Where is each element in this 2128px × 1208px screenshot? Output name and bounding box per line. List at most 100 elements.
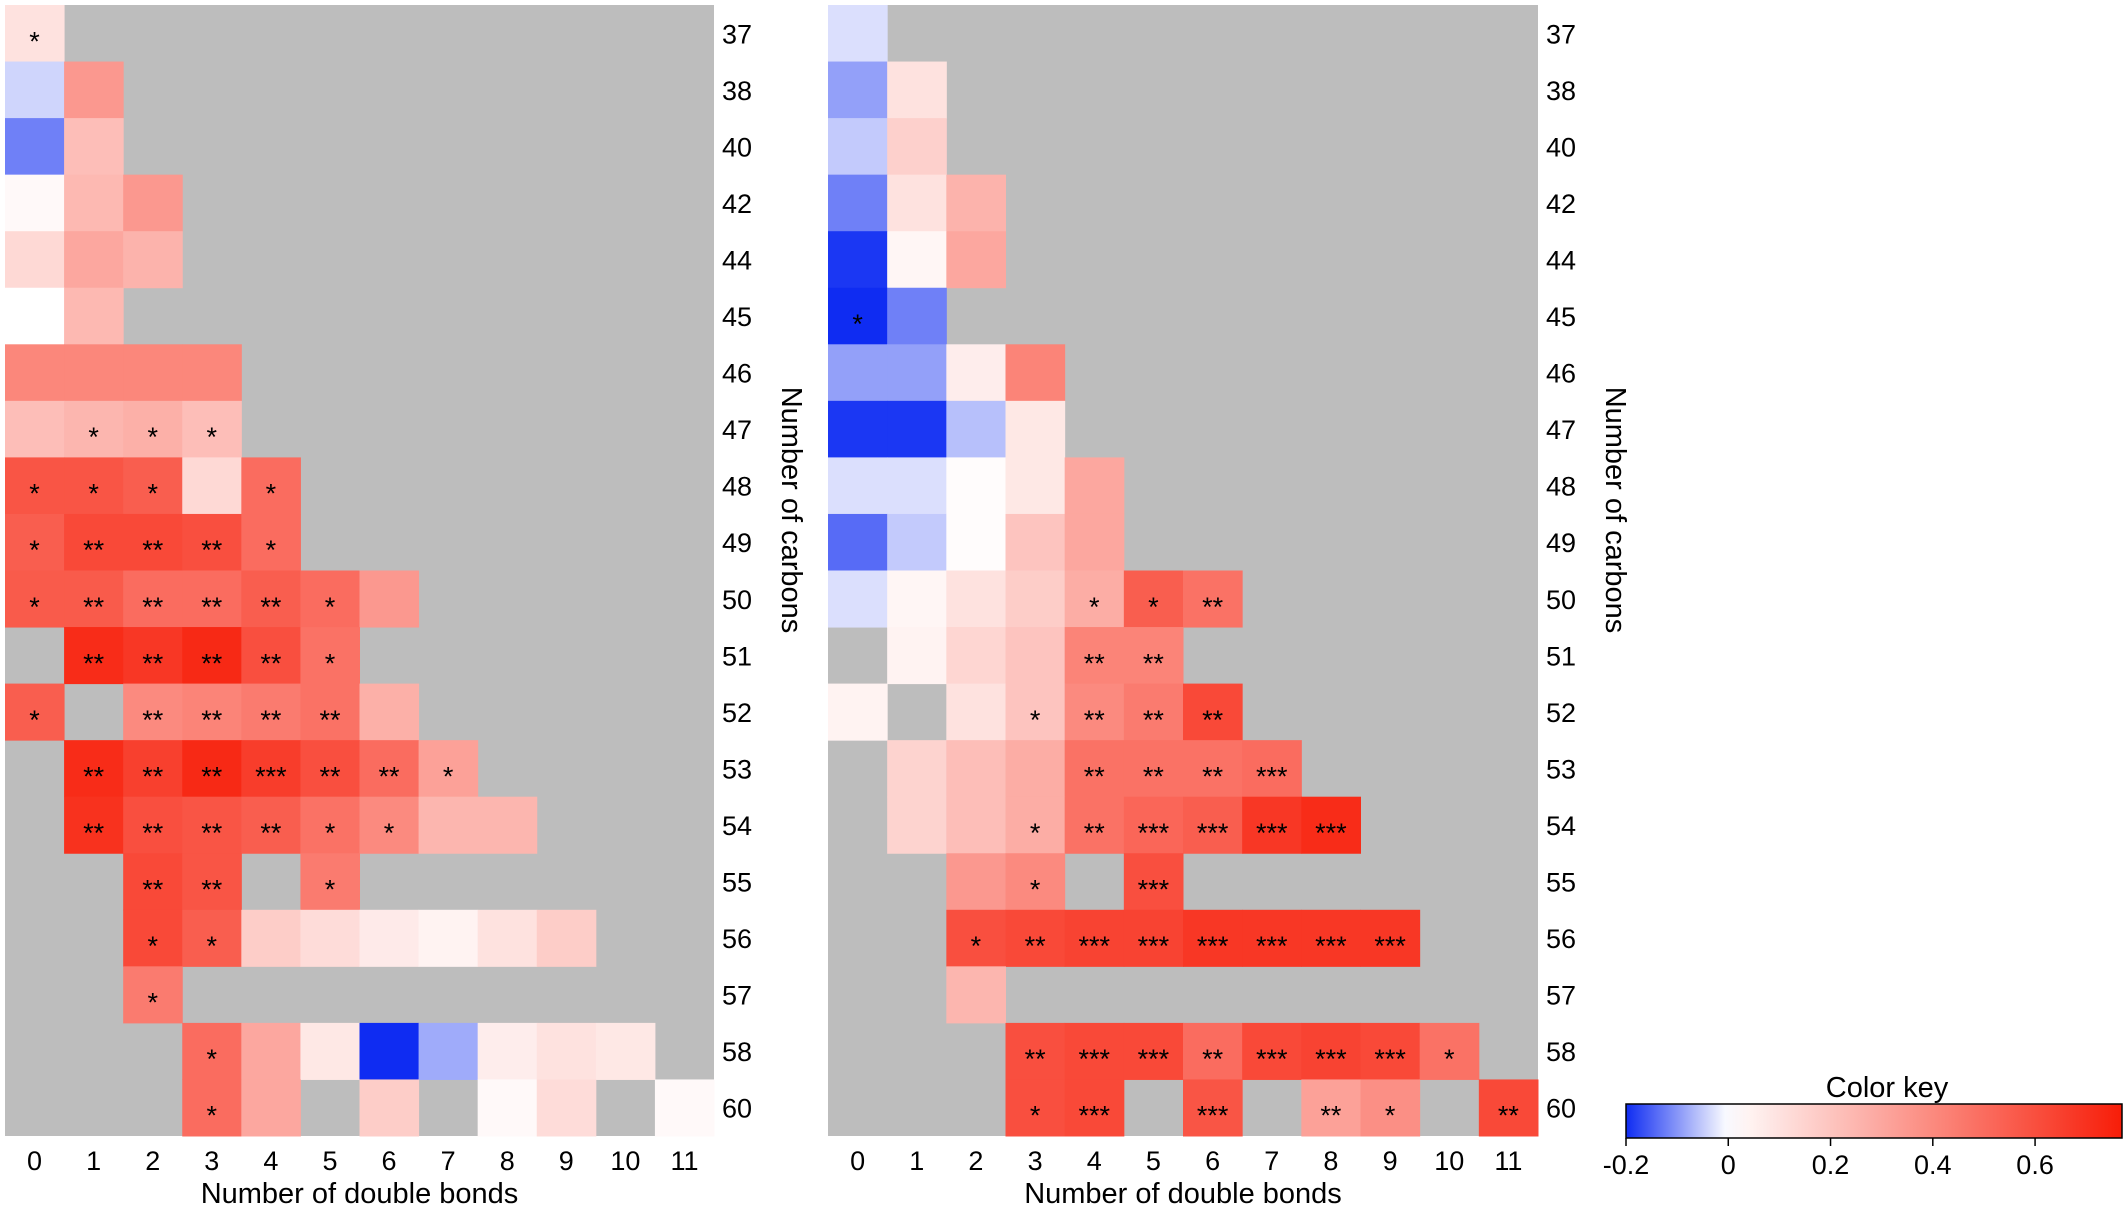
significance-label: ** [1143, 648, 1165, 678]
heatmap-cell [828, 5, 888, 63]
heatmap-cell [300, 909, 360, 967]
x-tick-label: 5 [322, 1146, 337, 1176]
significance-label: * [207, 1044, 218, 1074]
heatmap-cell [536, 909, 597, 967]
y-tick-label: 45 [722, 302, 752, 332]
heatmap-cell [1183, 1022, 1243, 1080]
heatmap-cell [1183, 570, 1243, 628]
heatmap-cell [887, 513, 947, 571]
significance-label: * [1030, 705, 1041, 735]
heatmap-cell [1360, 1079, 1421, 1137]
heatmap-cell [64, 400, 124, 458]
heatmap-cell [64, 740, 124, 798]
color-key-tick-label: -0.2 [1603, 1150, 1650, 1180]
x-tick-label: 9 [559, 1146, 574, 1176]
heatmap-cell [1123, 1022, 1184, 1080]
heatmap-cell [64, 796, 124, 854]
significance-label: ** [142, 535, 164, 565]
significance-label: ** [1202, 1044, 1224, 1074]
significance-label: * [207, 1101, 218, 1131]
significance-label: *** [1078, 1044, 1110, 1074]
y-tick-label: 44 [1546, 245, 1576, 275]
heatmap-cell [1301, 796, 1361, 854]
significance-label: *** [1138, 875, 1170, 905]
color-key-tick-label: 0.2 [1812, 1150, 1850, 1180]
heatmap-cell [1064, 570, 1125, 628]
heatmap-cell [536, 1079, 597, 1137]
y-tick-label: 60 [722, 1094, 752, 1124]
y-tick-label: 48 [722, 472, 752, 502]
heatmap-cell [5, 513, 65, 571]
significance-label: ** [201, 535, 223, 565]
y-tick-label: 51 [1546, 641, 1576, 671]
significance-label: ** [1202, 592, 1224, 622]
y-tick-label: 57 [722, 981, 752, 1011]
heatmap-cell [182, 909, 242, 967]
heatmap-cell [300, 627, 360, 685]
heatmap-cell [241, 1079, 301, 1137]
y-tick-label: 47 [722, 415, 752, 445]
x-tick-label: 7 [441, 1146, 456, 1176]
heatmap-cell [359, 683, 420, 741]
x-tick-label: 3 [1028, 1146, 1043, 1176]
heatmap-cell [1005, 796, 1066, 854]
heatmap-cell [1005, 1022, 1066, 1080]
heatmap-cell [1005, 740, 1066, 798]
heatmap-cell [828, 457, 888, 515]
heatmap-cell [887, 627, 947, 685]
heatmap-cell [300, 740, 360, 798]
heatmap-cell [1242, 909, 1302, 967]
significance-label: ** [260, 818, 282, 848]
y-tick-label: 46 [1546, 359, 1576, 389]
significance-label: ** [319, 705, 341, 735]
significance-label: ** [83, 818, 105, 848]
x-tick-label: 0 [850, 1146, 865, 1176]
y-tick-label: 48 [1546, 472, 1576, 502]
heatmap-cell [241, 683, 301, 741]
significance-label: * [29, 535, 40, 565]
significance-label: * [1030, 875, 1041, 905]
heatmap-cell [1064, 683, 1125, 741]
significance-label: ** [260, 592, 282, 622]
heatmap-cell [359, 1079, 420, 1137]
heatmap-cell [123, 796, 183, 854]
significance-label: ** [83, 648, 105, 678]
significance-label: *** [1374, 931, 1406, 961]
heatmap-cell [1064, 740, 1125, 798]
x-tick-label: 6 [382, 1146, 397, 1176]
heatmap-cell [359, 570, 420, 628]
heatmap-cell [946, 796, 1006, 854]
heatmap-cell [123, 174, 183, 232]
significance-label: *** [1374, 1044, 1406, 1074]
significance-label: ** [142, 818, 164, 848]
heatmap-cell [182, 796, 242, 854]
significance-label: *** [1197, 931, 1229, 961]
heatmap-cell [1005, 627, 1066, 685]
heatmap-cell [1064, 627, 1125, 685]
heatmap-cell [887, 231, 947, 289]
significance-label: * [147, 422, 158, 452]
heatmap-cell [1183, 796, 1243, 854]
heatmap-cell [1064, 796, 1125, 854]
heatmap-cell [1478, 1079, 1539, 1137]
y-tick-label: 53 [1546, 754, 1576, 784]
heatmap-cell [5, 344, 65, 402]
heatmap-cell [1005, 457, 1066, 515]
significance-label: * [29, 705, 40, 735]
heatmap-cell [536, 1022, 597, 1080]
y-tick-label: 58 [1546, 1037, 1576, 1067]
heatmap-cell [300, 1022, 360, 1080]
significance-label: * [1030, 1101, 1041, 1131]
heatmap-cell [182, 853, 242, 911]
heatmap-cell [887, 174, 947, 232]
heatmap-cell [123, 400, 183, 458]
significance-label: ** [1202, 705, 1224, 735]
significance-label: * [266, 535, 277, 565]
significance-label: * [443, 761, 454, 791]
heatmap-cell [64, 570, 124, 628]
heatmap-cell [300, 796, 360, 854]
heatmap-cell [946, 344, 1006, 402]
significance-label: * [29, 479, 40, 509]
significance-label: ** [201, 875, 223, 905]
